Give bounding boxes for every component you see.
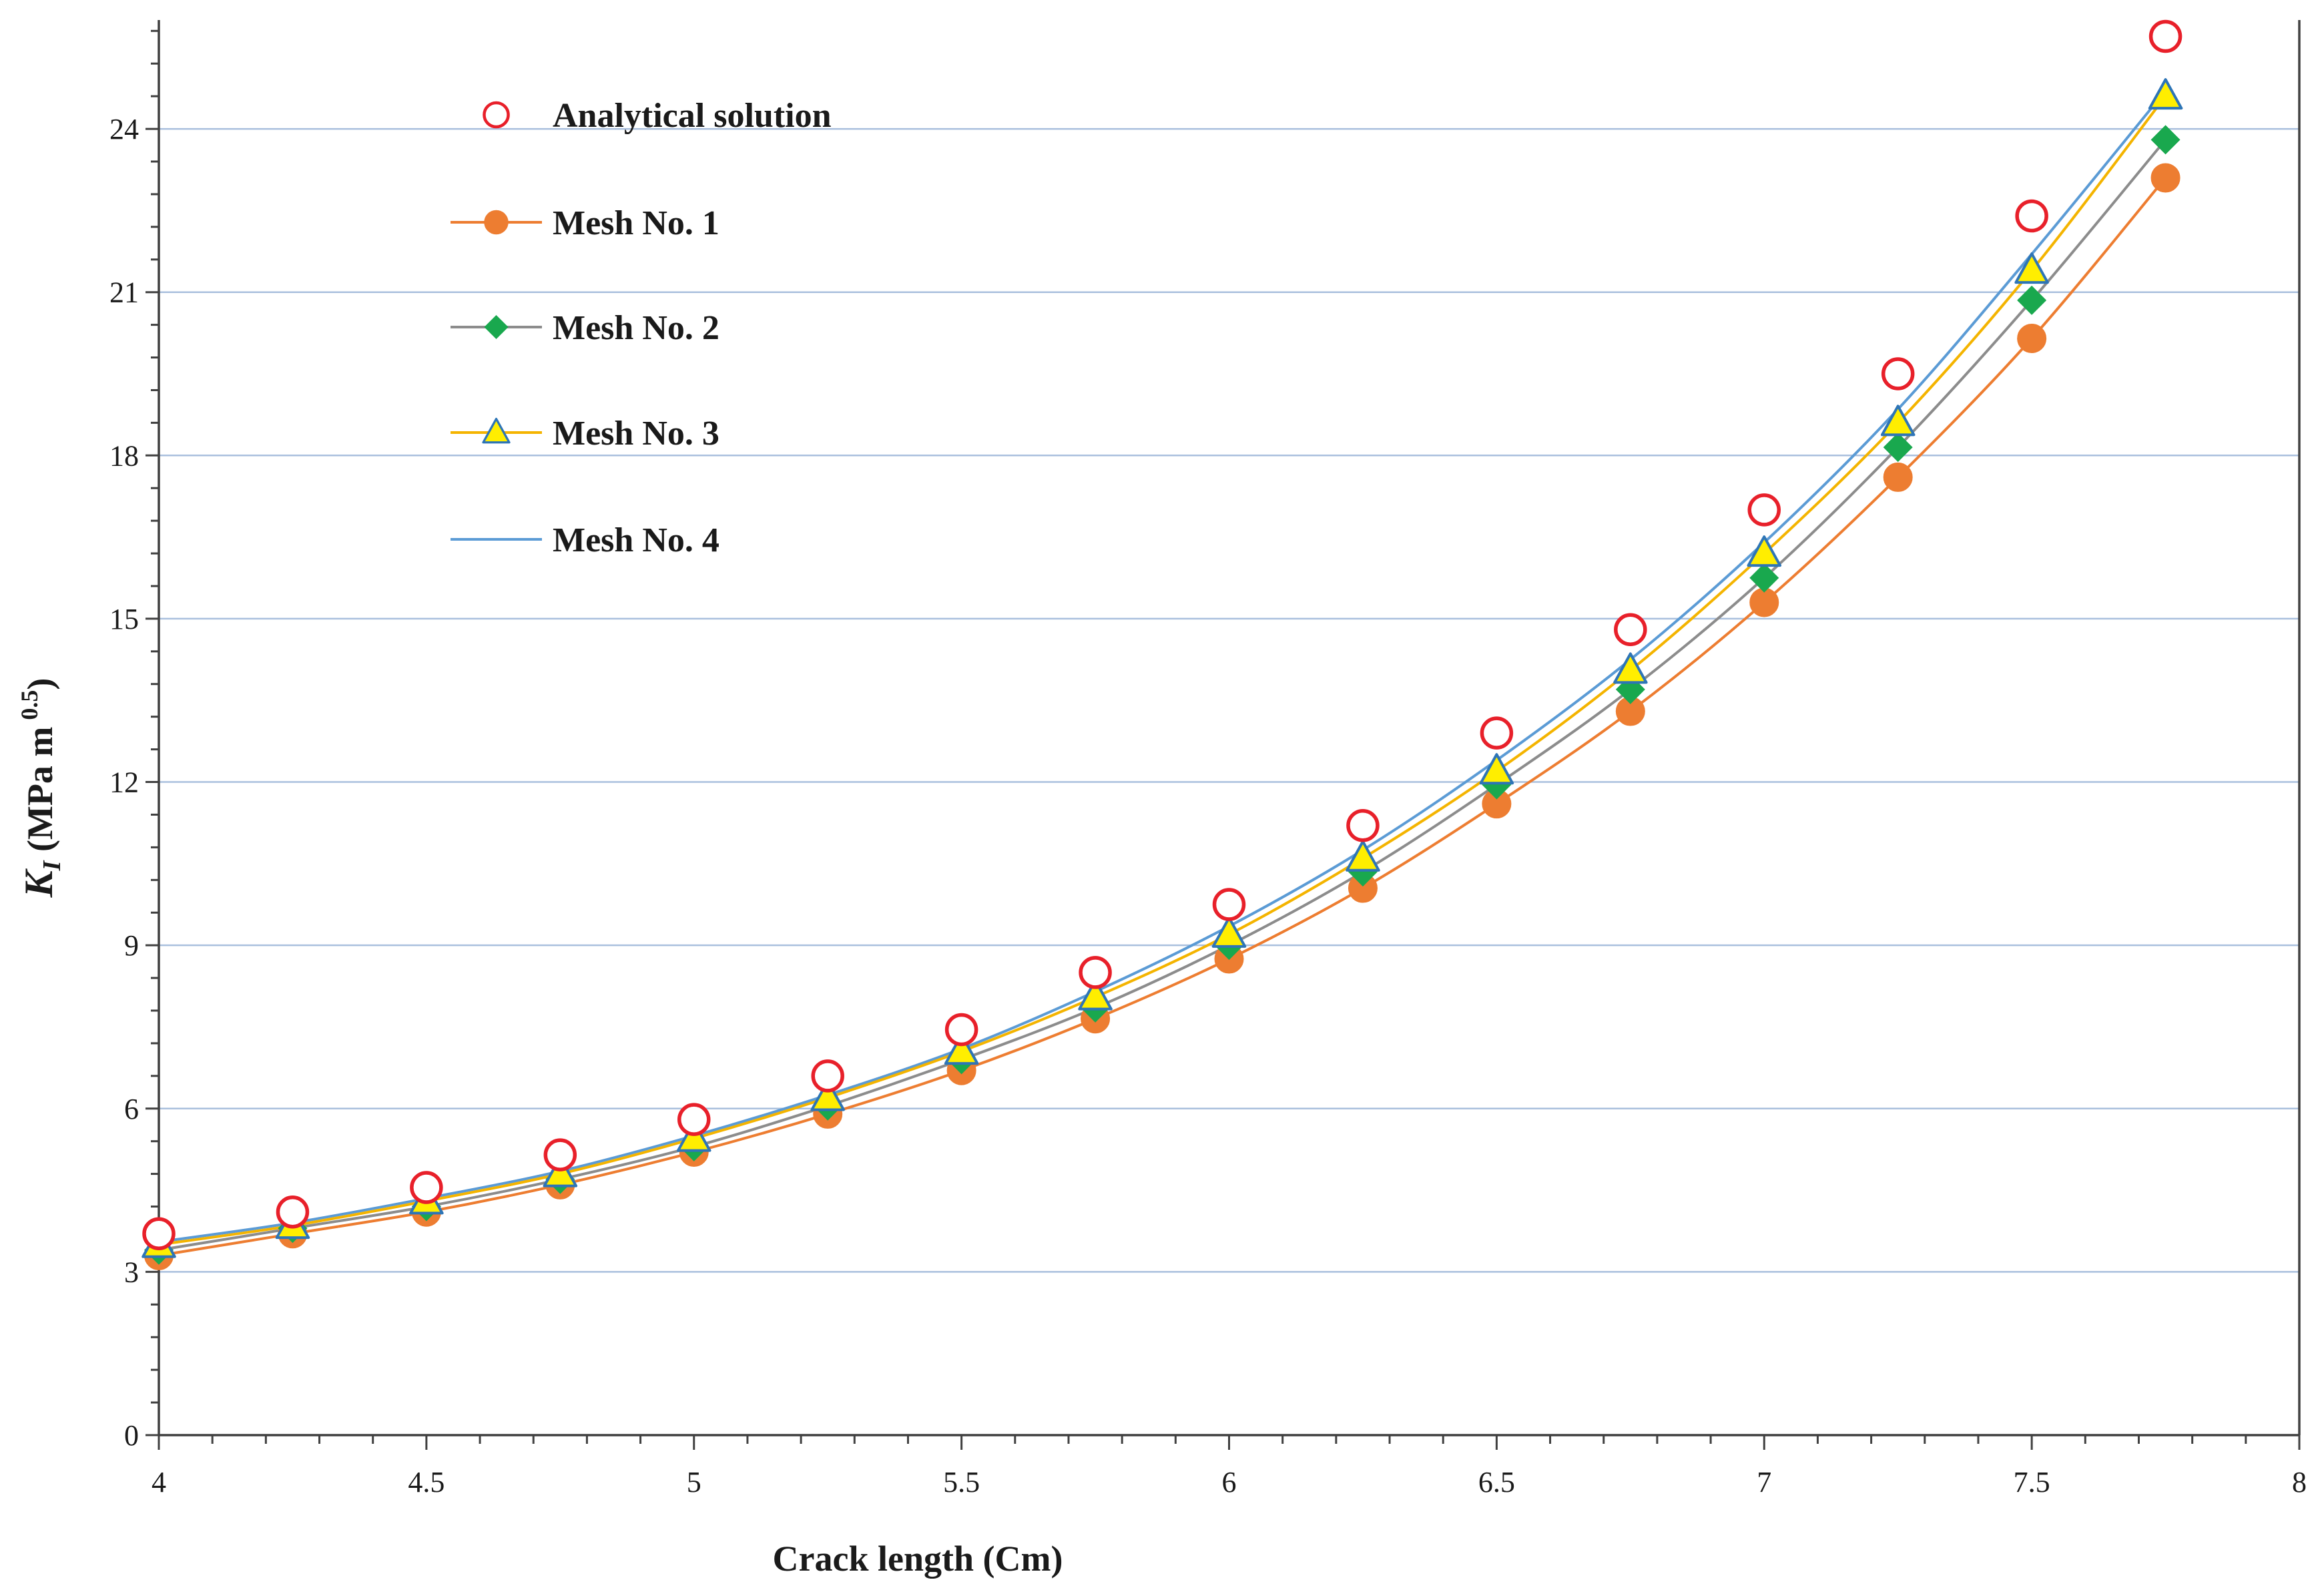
y-tick-label: 18 — [109, 439, 139, 472]
legend-item: Mesh No. 3 — [451, 415, 719, 453]
data-point — [677, 1120, 711, 1152]
legend-label: Mesh No. 3 — [553, 415, 719, 453]
legend-item: Analytical solution — [483, 97, 832, 135]
data-point — [811, 1059, 844, 1093]
data-point — [2150, 125, 2181, 155]
data-point — [1749, 563, 1779, 593]
x-tick-label: 5.5 — [943, 1466, 980, 1499]
x-tick-label: 7 — [1757, 1466, 1771, 1499]
data-point — [1614, 613, 1647, 646]
x-tick-label: 4.5 — [408, 1466, 445, 1499]
data-point — [1078, 979, 1113, 1011]
data-point — [944, 1033, 979, 1065]
y-tick-label: 12 — [109, 766, 139, 799]
data-point — [2148, 19, 2183, 53]
data-point — [810, 1079, 845, 1111]
x-tick-label: 7.5 — [2014, 1466, 2050, 1499]
data-point — [276, 1195, 310, 1229]
series-line-mesh-no-4 — [158, 89, 2167, 1244]
y-axis-title-units: (MPa m — [20, 727, 60, 861]
data-point — [410, 1171, 443, 1204]
data-point — [2150, 163, 2181, 193]
data-point — [2148, 78, 2183, 110]
y-axis-title-close: ) — [20, 678, 60, 690]
y-tick-label: 0 — [124, 1419, 139, 1452]
series-markers-analytical-solution — [142, 19, 2183, 1251]
legend: Analytical solution Mesh No. 1 Mesh No. 2 M… — [451, 97, 832, 559]
data-point — [677, 1103, 711, 1136]
x-tick-label: 4 — [152, 1466, 166, 1499]
series-line-mesh-no-1 — [158, 177, 2167, 1257]
data-point — [1613, 652, 1648, 684]
data-point — [1479, 753, 1514, 785]
y-tick-label: 3 — [124, 1256, 139, 1288]
x-axis-title: Crack length (Cm) — [773, 1539, 1063, 1579]
data-point — [1880, 405, 1916, 437]
data-point — [1883, 433, 1913, 463]
y-tick-label: 21 — [109, 276, 139, 309]
x-tick-label: 5 — [687, 1466, 701, 1499]
data-point — [543, 1155, 578, 1187]
legend-swatch-marker — [484, 314, 509, 340]
data-point — [2015, 199, 2048, 233]
data-point — [1346, 840, 1380, 872]
axes: 0 3 6 9 12 15 18 21 24 4 4.5 5 5.5 6 6.5 7 7.5 8 — [109, 20, 2307, 1499]
data-point — [2017, 285, 2047, 315]
data-point — [1883, 462, 1913, 492]
data-point — [2017, 324, 2047, 353]
data-point — [142, 1217, 176, 1251]
data-point — [543, 1138, 577, 1171]
data-point — [2014, 252, 2049, 284]
x-tick-label: 6.5 — [1478, 1466, 1515, 1499]
legend-label: Mesh No. 2 — [553, 309, 719, 347]
series-group — [141, 19, 2183, 1270]
data-point — [1211, 916, 1247, 948]
data-point — [944, 1013, 978, 1047]
data-point — [1346, 809, 1380, 842]
data-point — [1747, 535, 1781, 567]
data-point — [1212, 888, 1246, 921]
y-axis-title-subscript: I — [38, 860, 66, 871]
legend-item: Mesh No. 4 — [451, 521, 719, 559]
data-point — [1079, 956, 1112, 989]
y-tick-label: 15 — [109, 603, 139, 635]
x-tick-label: 8 — [2292, 1466, 2307, 1499]
legend-swatch-marker — [484, 210, 509, 235]
y-tick-label: 6 — [124, 1093, 139, 1125]
legend-item: Mesh No. 1 — [451, 204, 719, 242]
data-point — [1480, 716, 1514, 750]
y-axis-title: KI (MPa m 0.5) — [16, 678, 66, 898]
data-point — [1881, 357, 1915, 390]
legend-label: Analytical solution — [553, 97, 832, 135]
legend-swatch-marker — [482, 417, 511, 444]
data-point — [1747, 493, 1781, 527]
y-axis-title-exponent: 0.5 — [16, 690, 43, 720]
y-axis-title-symbol: K — [17, 868, 61, 898]
legend-label: Mesh No. 4 — [553, 521, 719, 559]
x-tick-label: 6 — [1222, 1466, 1237, 1499]
legend-swatch-marker — [483, 101, 510, 129]
y-tick-label: 24 — [109, 113, 139, 146]
legend-item: Mesh No. 2 — [451, 309, 719, 347]
legend-label: Mesh No. 1 — [553, 204, 719, 242]
y-tick-label: 9 — [124, 929, 139, 962]
